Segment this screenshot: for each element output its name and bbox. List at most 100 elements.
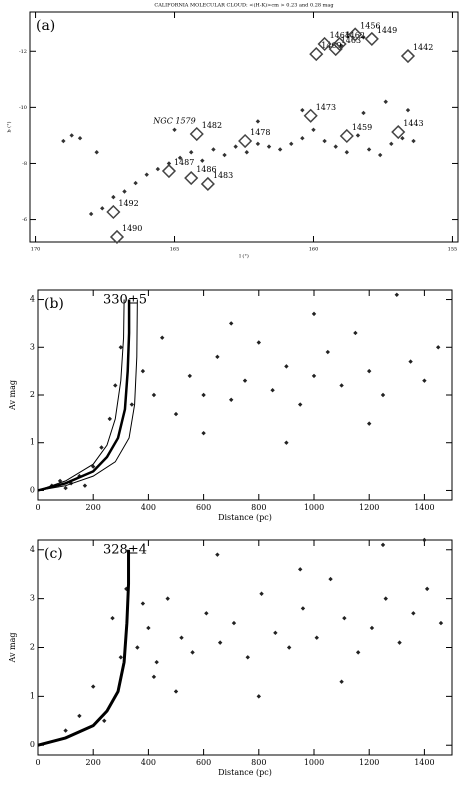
data-point — [284, 440, 289, 445]
x-tick-label: 170 — [31, 247, 41, 253]
y-tick-label: 2 — [30, 390, 35, 399]
data-point — [394, 292, 399, 297]
data-point — [165, 596, 170, 601]
data-point — [325, 349, 330, 355]
data-point — [173, 411, 179, 417]
data-point — [201, 430, 206, 436]
y-tick-label: 4 — [30, 545, 35, 554]
data-point — [314, 635, 319, 640]
x-tick-label: 1000 — [304, 503, 324, 512]
cluster-label: 1482 — [202, 121, 222, 130]
data-point — [91, 464, 96, 469]
data-point — [422, 537, 427, 543]
y-tick-label: -8 — [22, 161, 27, 167]
data-point — [160, 335, 165, 340]
data-point — [77, 713, 82, 719]
plot-frame — [37, 289, 453, 501]
cluster-marker — [106, 204, 121, 220]
data-point — [311, 373, 317, 379]
data-point — [102, 718, 107, 723]
cluster-marker — [391, 124, 406, 140]
data-point — [122, 189, 127, 194]
panel-label: (c) — [44, 546, 63, 562]
y-tick-label: 4 — [30, 295, 35, 304]
data-point — [231, 620, 237, 626]
cluster-label: 1473 — [316, 103, 336, 112]
data-point — [88, 211, 94, 217]
cluster-label: 1443 — [403, 119, 423, 128]
data-point — [256, 694, 261, 699]
cluster-marker — [317, 36, 332, 52]
data-point — [187, 373, 192, 379]
cluster-marker — [364, 31, 379, 46]
cluster-label: 1492 — [118, 199, 138, 208]
x-tick-label: 600 — [196, 758, 211, 767]
data-point — [353, 330, 358, 336]
cluster-label: 1486 — [196, 165, 216, 174]
data-point — [380, 392, 386, 398]
data-point — [154, 659, 159, 665]
data-point — [255, 119, 261, 124]
data-point — [94, 150, 99, 155]
data-point — [144, 172, 149, 177]
fit-curve — [37, 549, 131, 747]
data-point — [369, 625, 375, 631]
chart-title: CALIFORNIA MOLECULAR CLOUD: <(H-K)>cm > … — [154, 2, 334, 9]
data-point — [242, 378, 248, 383]
y-tick-label: 0 — [30, 740, 35, 749]
data-point — [383, 99, 388, 104]
cluster-marker — [328, 41, 343, 57]
data-point — [436, 345, 441, 350]
data-point — [277, 147, 283, 152]
cluster-label: 1449 — [377, 26, 397, 35]
data-point — [367, 368, 372, 374]
data-point — [217, 640, 223, 645]
data-point — [82, 483, 88, 488]
panel-label: (b) — [44, 296, 64, 312]
fit-curve — [37, 299, 131, 492]
cluster-marker — [309, 47, 324, 62]
fit-annotation: 330±5 — [103, 293, 147, 308]
fit-curve — [37, 299, 125, 491]
data-point — [177, 155, 183, 161]
cluster-label: 1487 — [174, 158, 194, 167]
y-axis-label: Av mag — [8, 633, 17, 664]
data-point — [311, 311, 317, 317]
data-point — [188, 150, 194, 155]
cluster-marker — [339, 128, 354, 144]
data-point — [244, 150, 249, 155]
data-point — [173, 689, 179, 694]
data-point — [339, 383, 344, 388]
x-tick-label: 800 — [251, 758, 266, 767]
data-point — [135, 645, 140, 650]
data-point — [215, 552, 220, 557]
data-point — [118, 655, 123, 660]
data-point — [77, 136, 83, 141]
fit-curve — [37, 299, 138, 491]
data-point — [179, 635, 184, 640]
data-point — [289, 141, 294, 147]
y-tick-label: 1 — [30, 691, 35, 700]
cluster-label: 1463 — [341, 36, 361, 45]
data-point — [140, 368, 146, 374]
cluster-marker — [348, 27, 363, 42]
y-tick-label: 1 — [30, 438, 35, 447]
x-tick-label: 160 — [309, 247, 319, 253]
data-point — [107, 416, 112, 422]
fit-annotation: 328±4 — [103, 543, 147, 558]
data-point — [355, 133, 361, 138]
cluster-label: 1469 — [321, 41, 341, 50]
data-point — [322, 138, 327, 144]
x-tick-label: 1200 — [359, 758, 379, 767]
data-point — [69, 133, 74, 138]
data-point — [361, 35, 366, 40]
data-point — [270, 388, 275, 393]
data-point — [300, 107, 305, 113]
data-point — [344, 150, 350, 155]
data-point — [110, 615, 115, 621]
data-point — [99, 445, 104, 450]
annotation: NGC 1579 — [152, 116, 195, 125]
data-point — [166, 161, 172, 166]
cluster-marker — [400, 48, 416, 64]
data-point — [273, 630, 278, 636]
